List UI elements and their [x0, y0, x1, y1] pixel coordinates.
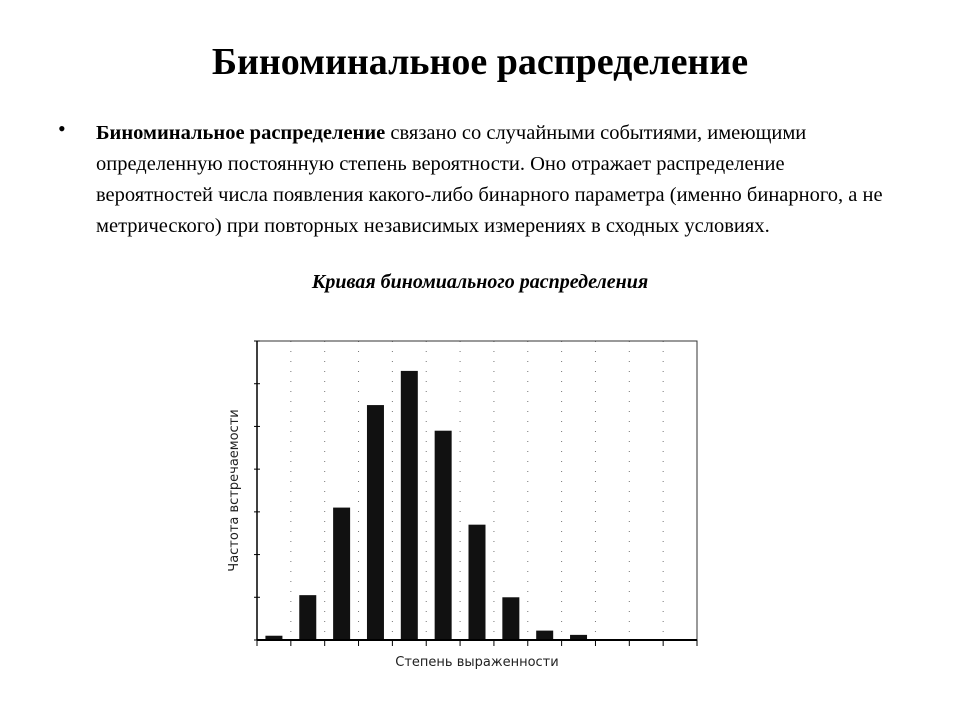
- slide-title: Биноминальное распределение: [211, 41, 749, 83]
- bar-5: [434, 430, 452, 640]
- bar-9: [570, 634, 588, 640]
- bullet-marker: •: [58, 116, 66, 141]
- x-axis-label: Степень выраженности: [395, 655, 558, 670]
- body-text: связано со случайными событиями, имеющим…: [96, 122, 883, 237]
- bar-6: [468, 524, 486, 640]
- bar-1: [299, 595, 317, 640]
- body-bold-lead: Биноминальное распределение: [96, 122, 386, 144]
- bars: [265, 370, 588, 640]
- bar-0: [265, 635, 283, 640]
- chart-caption: Кривая биномиального распределения: [311, 271, 649, 293]
- bar-3: [366, 405, 384, 640]
- y-axis-label: Частота встречаемости: [227, 409, 242, 571]
- bar-4: [400, 370, 418, 640]
- bar-8: [536, 630, 554, 640]
- bar-2: [333, 507, 351, 640]
- bar-7: [502, 597, 520, 640]
- binomial-chart: Степень выраженности Частота встречаемос…: [227, 340, 698, 670]
- axes: [254, 340, 698, 646]
- body-paragraph: Биноминальное распределение связано со с…: [96, 118, 896, 242]
